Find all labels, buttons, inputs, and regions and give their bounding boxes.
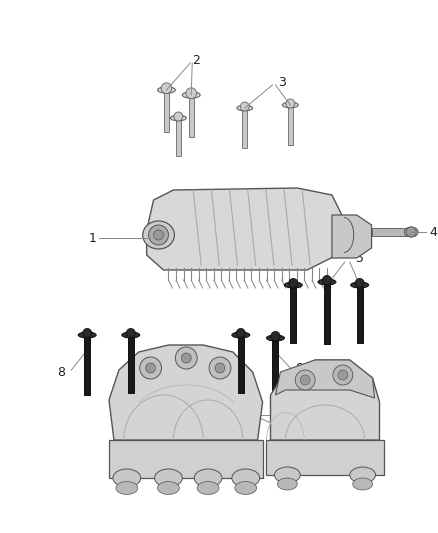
Text: 8: 8 <box>295 361 303 375</box>
Bar <box>164 90 169 132</box>
Circle shape <box>333 365 353 385</box>
Circle shape <box>295 370 315 390</box>
Ellipse shape <box>322 278 332 281</box>
Ellipse shape <box>232 469 260 487</box>
Ellipse shape <box>78 332 96 338</box>
Ellipse shape <box>197 481 219 495</box>
Circle shape <box>186 88 197 99</box>
Circle shape <box>154 230 163 240</box>
Circle shape <box>215 363 225 373</box>
Polygon shape <box>109 345 262 440</box>
Circle shape <box>161 83 172 94</box>
Ellipse shape <box>236 332 245 335</box>
Bar <box>242 108 247 148</box>
Text: 6: 6 <box>238 408 246 422</box>
Circle shape <box>300 375 310 385</box>
Text: 7: 7 <box>287 424 295 437</box>
Polygon shape <box>332 215 371 258</box>
Bar <box>128 335 134 393</box>
Polygon shape <box>276 360 374 398</box>
Ellipse shape <box>318 279 336 285</box>
Circle shape <box>140 357 162 379</box>
Ellipse shape <box>275 467 300 483</box>
Ellipse shape <box>351 282 369 288</box>
Ellipse shape <box>161 86 172 90</box>
Ellipse shape <box>82 332 92 335</box>
Circle shape <box>175 347 197 369</box>
Bar <box>109 440 262 478</box>
Text: 5: 5 <box>356 252 364 264</box>
Ellipse shape <box>237 105 253 111</box>
Text: 3: 3 <box>279 76 286 88</box>
Ellipse shape <box>194 469 222 487</box>
Ellipse shape <box>286 102 295 105</box>
Ellipse shape <box>113 469 141 487</box>
Ellipse shape <box>353 478 373 490</box>
Circle shape <box>83 328 92 337</box>
Circle shape <box>240 102 249 111</box>
Circle shape <box>146 363 155 373</box>
Circle shape <box>338 370 348 380</box>
Text: 2: 2 <box>192 53 200 67</box>
Circle shape <box>126 328 135 337</box>
Ellipse shape <box>143 221 174 249</box>
Circle shape <box>355 279 364 287</box>
Circle shape <box>406 227 416 237</box>
Ellipse shape <box>350 467 375 483</box>
Polygon shape <box>271 360 379 440</box>
Ellipse shape <box>404 227 418 237</box>
Bar <box>288 105 293 145</box>
Ellipse shape <box>235 481 257 495</box>
Circle shape <box>237 328 245 337</box>
Polygon shape <box>147 188 342 270</box>
Ellipse shape <box>277 478 297 490</box>
Ellipse shape <box>289 281 298 285</box>
Ellipse shape <box>126 332 135 335</box>
Bar <box>189 95 194 137</box>
Bar <box>371 228 409 236</box>
Bar <box>84 335 90 395</box>
Bar <box>357 285 363 343</box>
Ellipse shape <box>267 335 284 341</box>
Ellipse shape <box>240 105 249 108</box>
Bar <box>265 440 385 475</box>
Circle shape <box>174 112 183 121</box>
Text: 8: 8 <box>57 366 65 378</box>
Circle shape <box>209 357 231 379</box>
Ellipse shape <box>170 115 186 121</box>
Ellipse shape <box>158 481 179 495</box>
Ellipse shape <box>355 281 364 285</box>
Bar <box>272 338 279 394</box>
Ellipse shape <box>116 481 138 495</box>
Ellipse shape <box>283 102 298 108</box>
Ellipse shape <box>182 92 200 98</box>
Ellipse shape <box>174 115 183 118</box>
Ellipse shape <box>158 87 175 93</box>
Text: 4: 4 <box>429 225 437 238</box>
Bar <box>176 118 181 156</box>
Circle shape <box>322 276 332 285</box>
Circle shape <box>271 332 280 341</box>
Circle shape <box>148 225 169 245</box>
Ellipse shape <box>284 282 302 288</box>
Bar <box>324 282 330 344</box>
Circle shape <box>286 99 295 108</box>
Ellipse shape <box>122 332 140 338</box>
Bar <box>290 285 296 343</box>
Circle shape <box>181 353 191 363</box>
Ellipse shape <box>155 469 182 487</box>
Bar <box>238 335 244 393</box>
Text: 1: 1 <box>88 231 96 245</box>
Ellipse shape <box>186 91 197 95</box>
Ellipse shape <box>232 332 250 338</box>
Ellipse shape <box>271 334 280 337</box>
Circle shape <box>289 279 298 287</box>
